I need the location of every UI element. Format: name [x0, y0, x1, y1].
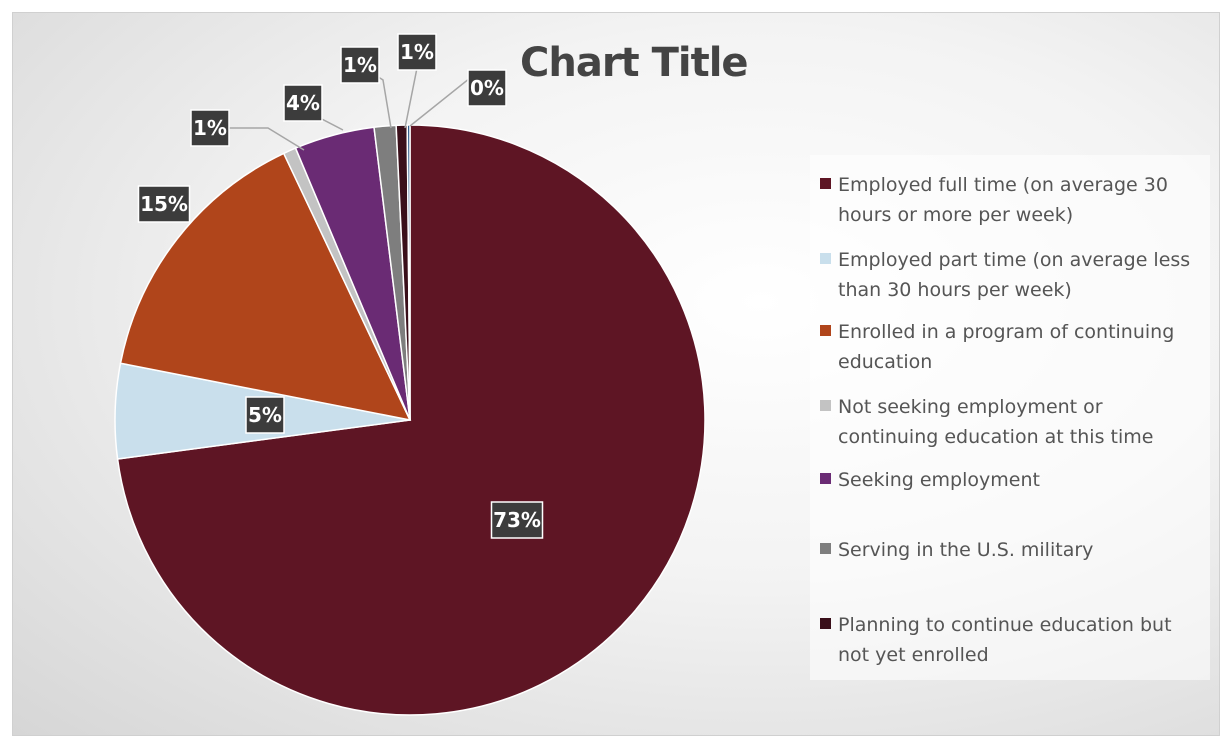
- legend-label: Not seeking employment or continuing edu…: [838, 396, 1154, 448]
- legend-swatch: [820, 473, 831, 484]
- legend-label: Enrolled in a program of continuing educ…: [838, 321, 1175, 373]
- legend-item: Enrolled in a program of continuing educ…: [820, 317, 1200, 377]
- legend-swatch: [820, 178, 831, 189]
- legend-item: Employed part time (on average less than…: [820, 245, 1200, 305]
- data-label: 1%: [397, 33, 437, 71]
- legend-label: Employed part time (on average less than…: [838, 249, 1191, 301]
- legend-label: Seeking employment: [838, 469, 1040, 491]
- data-label: 5%: [245, 396, 285, 434]
- svg-text:1%: 1%: [343, 53, 377, 77]
- legend-swatch: [820, 400, 831, 411]
- data-label: 0%: [467, 69, 507, 107]
- svg-text:73%: 73%: [493, 508, 541, 532]
- pie-slice: [116, 124, 706, 716]
- data-label: 15%: [137, 185, 191, 223]
- legend-swatch: [820, 618, 831, 629]
- legend-label: Serving in the U.S. military: [838, 539, 1094, 561]
- chart-title: Chart Title: [520, 40, 749, 86]
- svg-text:4%: 4%: [286, 91, 320, 115]
- pie-slice: [406, 124, 411, 421]
- legend-item: Serving in the U.S. military: [820, 535, 1200, 565]
- legend-item: Employed full time (on average 30 hours …: [820, 170, 1200, 230]
- legend-swatch: [820, 543, 831, 554]
- legend-item: Not seeking employment or continuing edu…: [820, 392, 1200, 452]
- legend: Employed full time (on average 30 hours …: [810, 155, 1210, 680]
- svg-text:5%: 5%: [248, 403, 282, 427]
- data-label: 4%: [283, 84, 323, 122]
- data-label: 1%: [190, 109, 230, 147]
- pie-slice: [119, 152, 412, 422]
- svg-text:0%: 0%: [470, 76, 504, 100]
- legend-item: Planning to continue education but not y…: [820, 610, 1200, 670]
- legend-swatch: [820, 253, 831, 264]
- svg-text:15%: 15%: [140, 192, 188, 216]
- legend-swatch: [820, 325, 831, 336]
- data-label: 1%: [340, 46, 380, 84]
- legend-label: Employed full time (on average 30 hours …: [838, 174, 1168, 226]
- legend-label: Planning to continue education but not y…: [838, 614, 1172, 666]
- data-label: 73%: [490, 501, 544, 539]
- legend-item: Seeking employment: [820, 465, 1200, 495]
- svg-text:1%: 1%: [193, 116, 227, 140]
- svg-text:1%: 1%: [400, 40, 434, 64]
